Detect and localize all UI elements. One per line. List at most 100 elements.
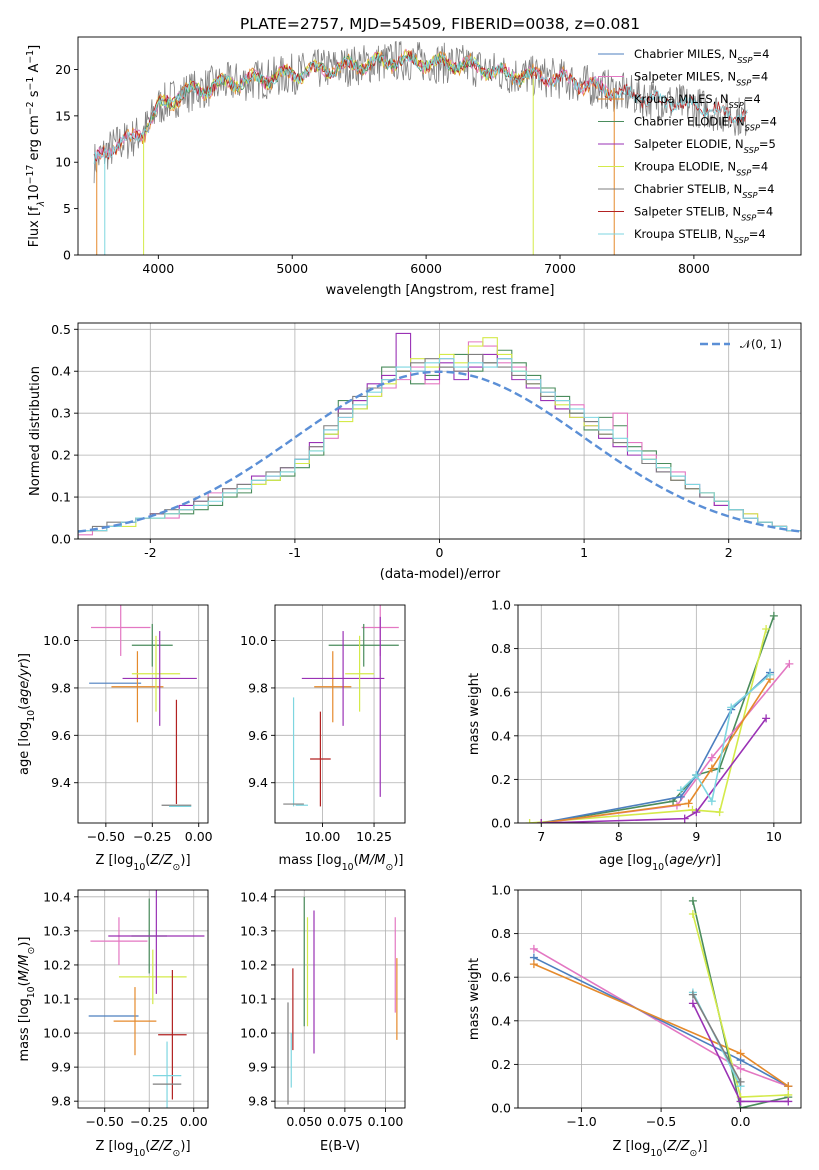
- x-tick-label: 7000: [544, 261, 576, 276]
- plot-area-z_vs_age: [89, 605, 197, 808]
- x-tick-label: 0.075: [327, 1114, 363, 1129]
- axes-frame: [517, 604, 802, 824]
- x-tick-label: -1: [289, 545, 301, 560]
- y-tick-label: 9.4: [51, 775, 71, 790]
- x-tick-label: 0.100: [368, 1114, 404, 1129]
- weight-line-chabrier_stelib: [692, 994, 742, 1083]
- y-tick-label: 10.2: [43, 957, 71, 972]
- residuals-ylabel: Normed distribution: [28, 366, 43, 496]
- plot-area-age_weights: [525, 611, 794, 823]
- weight-marker-kroupa_miles: [784, 1082, 793, 1091]
- axes-frame: [77, 604, 209, 824]
- weight-marker-salpeter_elodie: [784, 1097, 793, 1106]
- legend-label-kroupa_stelib: Kroupa STELIB, NSSP=4: [634, 227, 766, 245]
- spectrum-kroupa_miles: [96, 48, 613, 160]
- x-tick-label: 4000: [142, 261, 174, 276]
- weight-line-kroupa_elodie: [529, 628, 767, 823]
- y-tick-label: 9.8: [51, 680, 71, 695]
- weight-marker-kroupa_miles: [736, 1049, 745, 1058]
- y-tick-label: 10.1: [240, 992, 268, 1007]
- x-tick-label: 7: [537, 829, 545, 844]
- y-tick-label: 0.8: [491, 641, 511, 656]
- mass-age-xlabel: mass [log10(M/M⊙)]: [279, 853, 404, 873]
- y-tick-label: 9.6: [248, 728, 268, 743]
- panel-age_weights: 7 8 9 10 0.0 0.2 0.4 0.6 0.8 1.0 age [log10(age/yr…: [467, 598, 802, 873]
- plot-area-mass_vs_age: [283, 605, 399, 807]
- y-tick-label: 10.0: [240, 633, 268, 648]
- y-tick-label: 5: [63, 201, 71, 216]
- weight-marker-salpeter_elodie: [680, 814, 689, 823]
- z-weights-xlabel: Z [log10(Z/Z⊙)]: [612, 1139, 707, 1159]
- y-tick-label: 0.5: [51, 322, 71, 337]
- weight-marker-salpeter_miles: [707, 753, 716, 762]
- legend-label-salpeter_stelib: Salpeter STELIB, NSSP=4: [634, 205, 773, 223]
- y-tick-label: 0.4: [491, 1013, 511, 1028]
- y-tick-label: 1.0: [491, 883, 511, 898]
- x-tick-label: 10.25: [356, 829, 392, 844]
- weight-line-kroupa_miles: [541, 678, 771, 823]
- y-tick-label: 9.9: [248, 1060, 268, 1075]
- y-tick-label: 10.0: [43, 633, 71, 648]
- spectrum-kroupa_stelib: [93, 53, 748, 165]
- x-tick-label: 9: [692, 829, 700, 844]
- y-tick-label: 15: [55, 108, 71, 123]
- weight-marker-kroupa_stelib: [707, 797, 716, 806]
- weight-marker-kroupa_elodie: [688, 909, 697, 918]
- weight-marker-kroupa_stelib: [692, 771, 701, 780]
- plot-area-z_vs_mass: [88, 890, 205, 1108]
- z-weights-ylabel: mass weight: [467, 958, 482, 1040]
- y-tick-label: 0.4: [51, 364, 71, 379]
- weight-marker-kroupa_elodie: [525, 819, 534, 823]
- panel-residuals: -2 -1 0 1 2 0.0 0.1 0.2 0.3 0.4 0.5 (data-model)/er…: [28, 322, 802, 582]
- plot-area-spectrum: [93, 41, 748, 255]
- weight-marker-kroupa_stelib: [765, 670, 774, 679]
- panel-mass_vs_age: 10.00 10.25 9.4 9.6 9.8 10.0 mass [log10(M/M⊙)…: [240, 604, 406, 873]
- residuals-xlabel: (data-model)/error: [380, 567, 501, 582]
- weight-marker-salpeter_elodie: [736, 1097, 745, 1106]
- plot-area-residuals: [78, 332, 801, 539]
- weight-marker-kroupa_miles: [529, 960, 538, 969]
- ebv-xlabel: E(B-V): [320, 1139, 360, 1154]
- y-tick-label: 0.0: [491, 1101, 511, 1116]
- legend-label-chabrier_elodie: Chabrier ELODIE, NSSP=4: [634, 115, 777, 133]
- weight-marker-salpeter_elodie: [688, 999, 697, 1008]
- legend-label-salpeter_elodie: Salpeter ELODIE, NSSP=5: [634, 137, 776, 155]
- weight-marker-chabrier_stelib: [688, 990, 697, 999]
- x-tick-label: 10.00: [305, 829, 341, 844]
- weight-marker-chabrier_stelib: [736, 1077, 745, 1086]
- weight-marker-salpeter_miles: [736, 1064, 745, 1073]
- y-tick-label: 0.1: [51, 490, 71, 505]
- x-tick-label: 1: [580, 545, 588, 560]
- x-tick-label: 2: [725, 545, 733, 560]
- y-tick-label: 0.4: [491, 728, 511, 743]
- y-tick-label: 9.4: [248, 775, 268, 790]
- spectrum-chabrier_stelib: [93, 41, 748, 184]
- legend-label-chabrier_miles: Chabrier MILES, NSSP=4: [634, 47, 769, 65]
- spectrum-xlabel: wavelength [Angstrom, rest frame]: [326, 283, 555, 298]
- x-tick-label: -2: [144, 545, 156, 560]
- y-tick-label: 9.8: [248, 680, 268, 695]
- z-mass-xlabel: Z [log10(Z/Z⊙)]: [95, 1139, 190, 1159]
- age-weights-ylabel: mass weight: [467, 673, 482, 755]
- axes-frame: [517, 889, 802, 1109]
- y-tick-label: 10.0: [240, 1026, 268, 1041]
- x-tick-label: 0: [436, 545, 444, 560]
- y-tick-label: 10.2: [240, 957, 268, 972]
- y-tick-label: 0.2: [491, 1057, 511, 1072]
- y-tick-label: 0.3: [51, 406, 71, 421]
- panel-z_vs_mass: −0.50 −0.25 0.00 9.8 9.9 10.0 10.1 10.2 10.3 10.4…: [17, 889, 209, 1159]
- x-tick-label: 10: [766, 829, 782, 844]
- weight-marker-kroupa_stelib: [727, 703, 736, 712]
- legend-label-normal: 𝒩(0, 1): [740, 337, 782, 351]
- normal-curve: [78, 370, 801, 533]
- weight-marker-salpeter_miles: [785, 659, 794, 668]
- z-age-ylabel: age [log10(age/yr)]: [17, 653, 37, 775]
- y-tick-label: 0.0: [491, 816, 511, 831]
- x-tick-label: 0.050: [286, 1114, 322, 1129]
- weight-marker-kroupa_elodie: [715, 808, 724, 817]
- spectrum-legend: Chabrier MILES, NSSP=4 Salpeter MILES, NS…: [598, 47, 777, 245]
- panel-ebv_vs_mass: 0.050 0.075 0.100 9.8 9.9 10.0 10.1 10.2 10.3 10.…: [240, 889, 406, 1154]
- y-tick-label: 0.2: [51, 448, 71, 463]
- x-tick-label: 8000: [678, 261, 710, 276]
